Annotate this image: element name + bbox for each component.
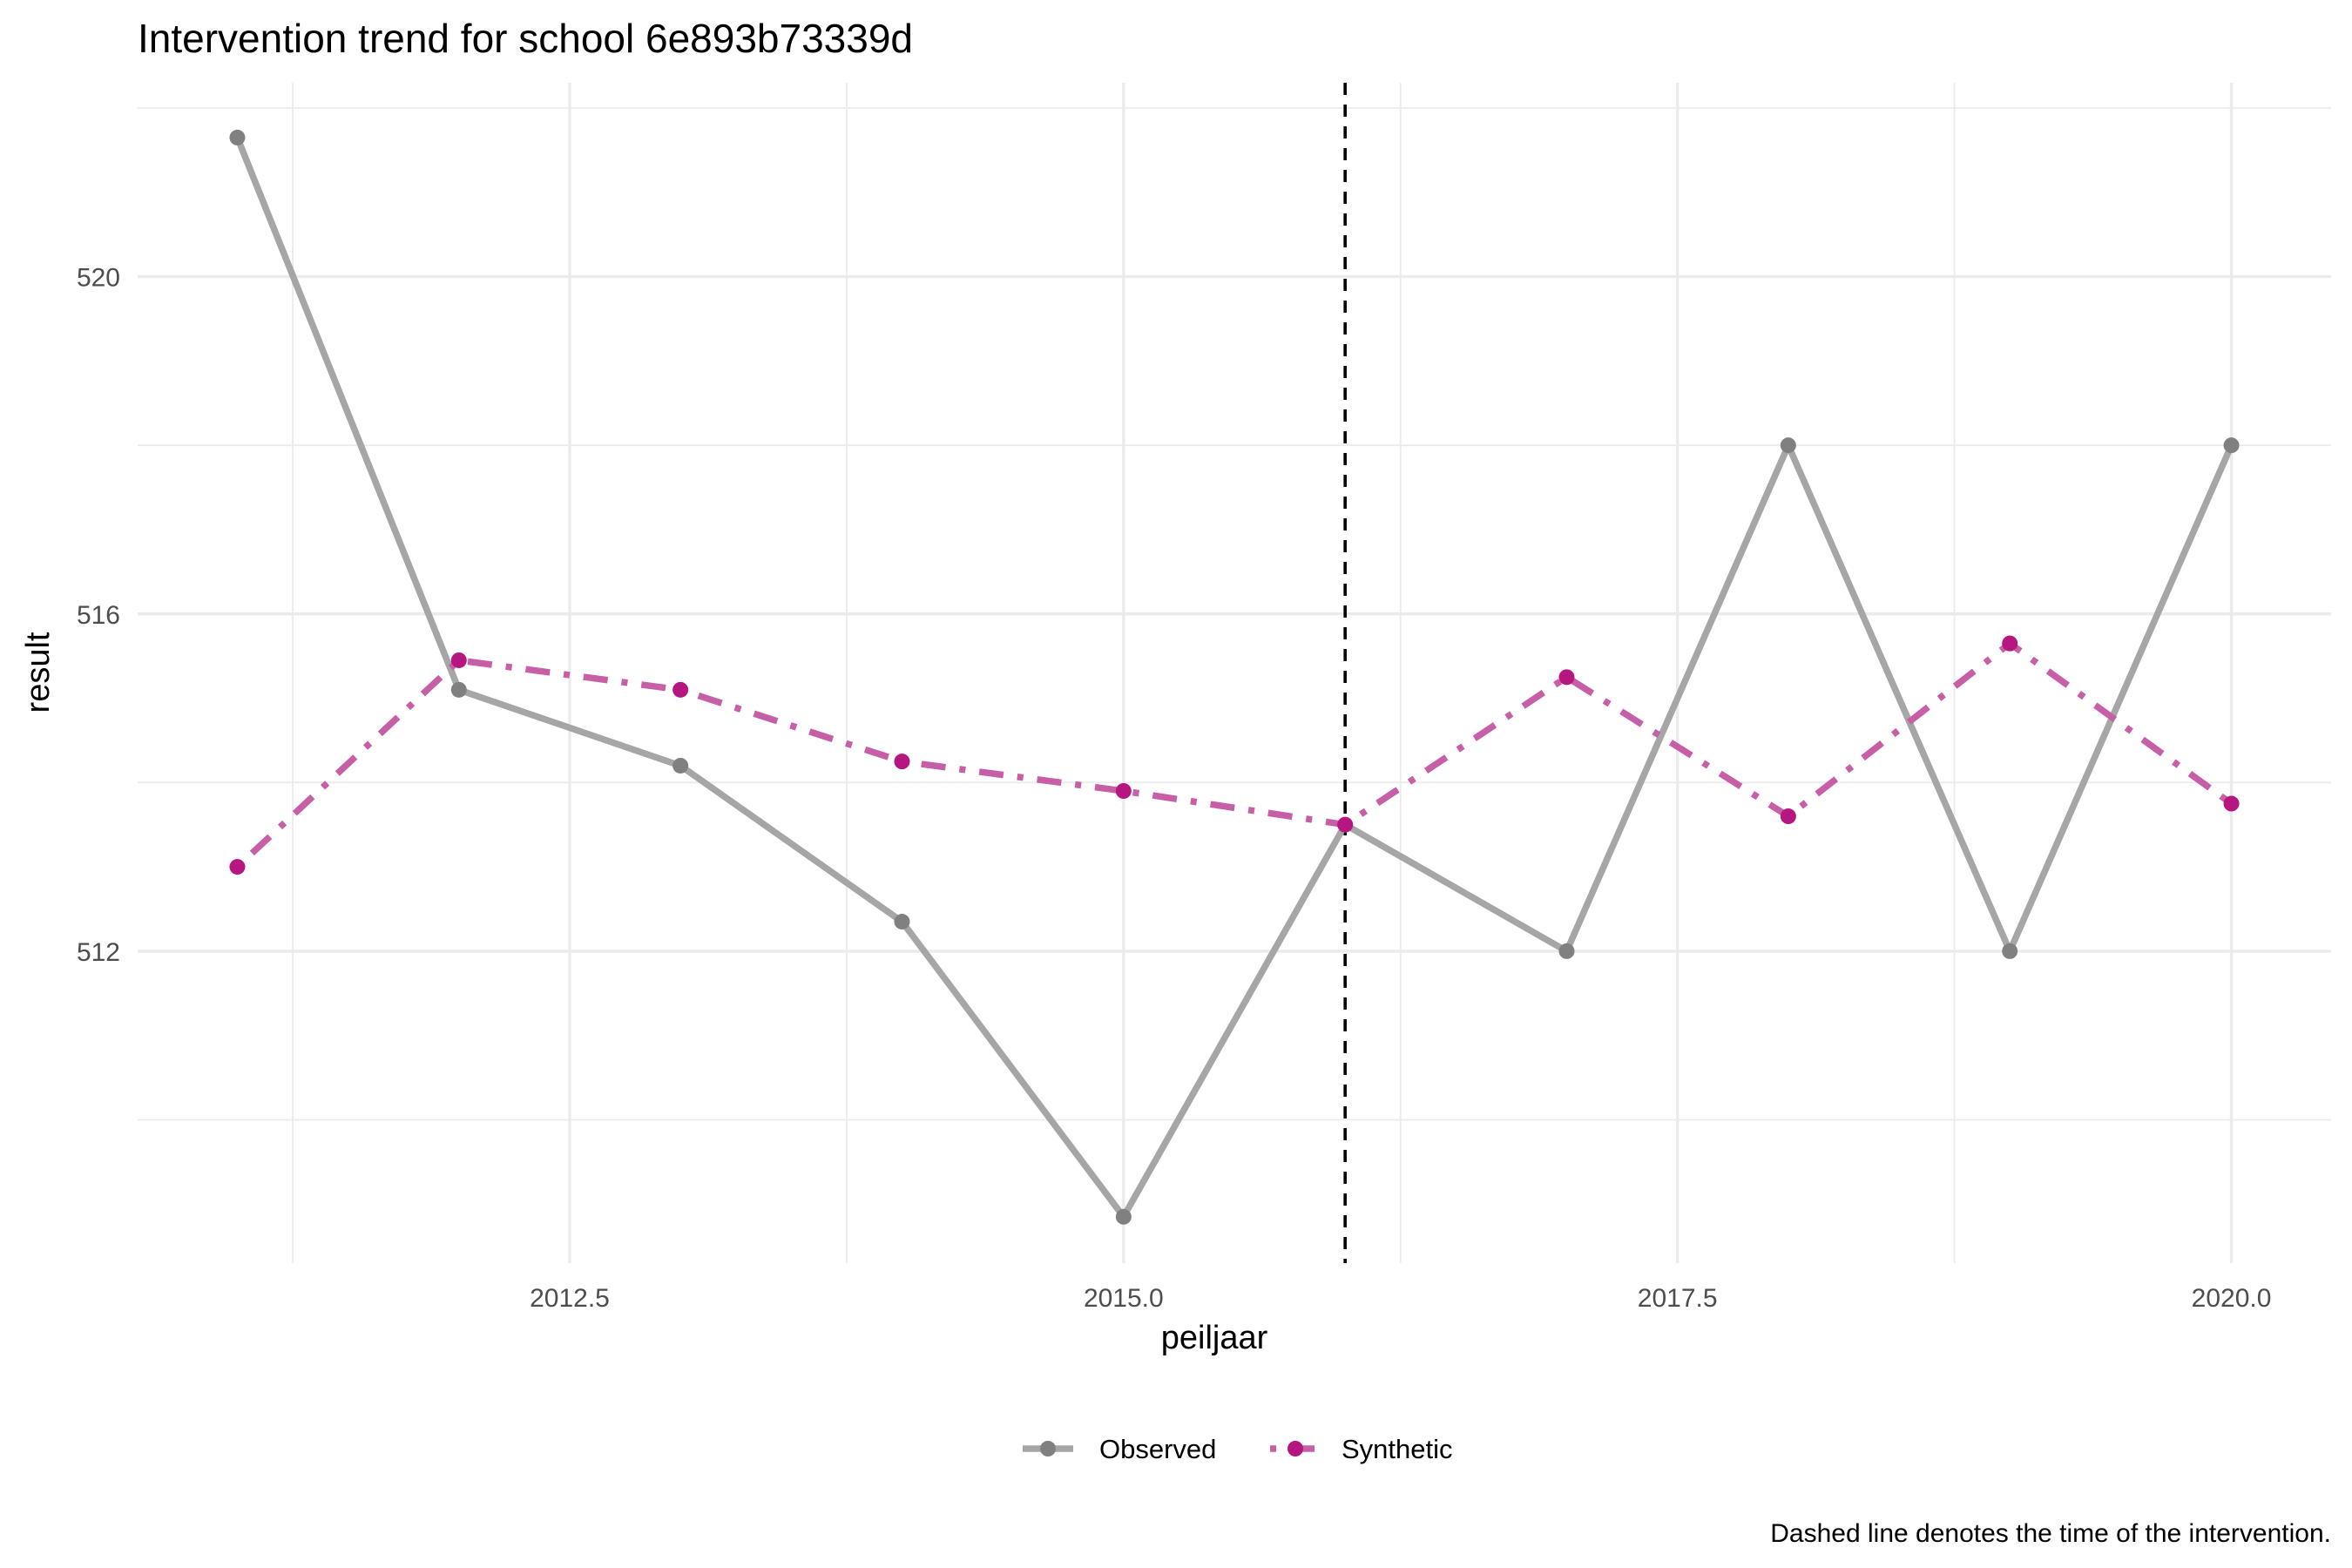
y-tick-label: 520 xyxy=(77,264,120,293)
data-point-synthetic xyxy=(229,859,246,875)
data-point-observed xyxy=(1558,943,1575,959)
chart-title: Intervention trend for school 6e893b7333… xyxy=(138,16,913,61)
legend-label-observed: Observed xyxy=(1099,1434,1216,1464)
data-point-synthetic xyxy=(450,652,467,668)
data-point-synthetic xyxy=(1780,808,1796,825)
data-point-observed xyxy=(1780,437,1796,454)
series-layer xyxy=(229,129,2240,1225)
data-point-synthetic xyxy=(2002,635,2018,652)
data-point-synthetic xyxy=(894,754,910,770)
series-line-synthetic xyxy=(234,639,2234,869)
x-axis-ticks: 2012.5 2015.0 2017.5 2020.0 xyxy=(530,1284,2271,1313)
data-point-observed xyxy=(2223,437,2240,454)
x-tick-label: 2020.0 xyxy=(2192,1284,2272,1313)
data-point-synthetic xyxy=(1558,669,1575,686)
data-point-observed xyxy=(229,129,246,145)
data-point-synthetic xyxy=(672,681,689,698)
chart-caption: Dashed line denotes the time of the inte… xyxy=(1770,1519,2331,1548)
series-line-observed xyxy=(234,136,2234,1220)
legend: Observed Synthetic xyxy=(1023,1434,1453,1464)
y-tick-label: 512 xyxy=(77,938,120,967)
y-axis-title: result xyxy=(20,632,57,713)
data-point-synthetic xyxy=(1337,816,1354,833)
data-point-observed xyxy=(672,757,689,774)
y-axis-ticks: 512 516 520 xyxy=(77,264,120,967)
legend-key-point-observed xyxy=(1040,1441,1056,1456)
legend-key-point-synthetic xyxy=(1288,1441,1303,1456)
x-tick-label: 2012.5 xyxy=(530,1284,610,1313)
y-tick-label: 516 xyxy=(77,601,120,630)
data-point-synthetic xyxy=(2223,795,2240,812)
legend-label-synthetic: Synthetic xyxy=(1342,1434,1453,1464)
data-point-observed xyxy=(2002,943,2018,959)
data-point-observed xyxy=(1115,1208,1132,1225)
data-point-observed xyxy=(450,681,467,698)
x-tick-label: 2015.0 xyxy=(1084,1284,1164,1313)
data-point-synthetic xyxy=(1115,783,1132,799)
x-axis-title: peiljaar xyxy=(1161,1320,1268,1356)
minor-gridlines xyxy=(138,83,2331,1263)
x-tick-label: 2017.5 xyxy=(1638,1284,1718,1313)
data-point-observed xyxy=(894,914,910,930)
major-gridlines xyxy=(138,83,2331,1263)
